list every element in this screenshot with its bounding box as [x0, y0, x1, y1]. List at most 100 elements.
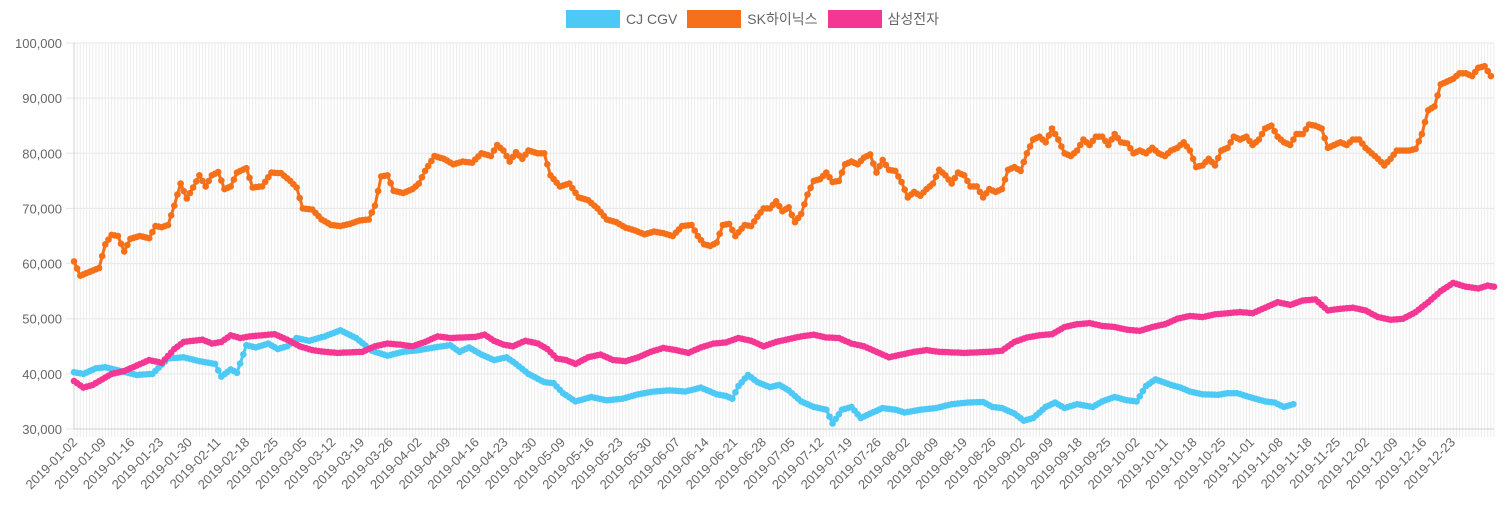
- data-point[interactable]: [804, 191, 811, 198]
- data-point[interactable]: [503, 152, 510, 160]
- data-point[interactable]: [1105, 141, 1112, 149]
- data-point[interactable]: [1421, 118, 1429, 126]
- data-point[interactable]: [236, 360, 244, 367]
- data-point[interactable]: [1127, 145, 1134, 152]
- data-point[interactable]: [716, 230, 723, 238]
- data-point[interactable]: [772, 198, 780, 205]
- data-point[interactable]: [713, 239, 720, 246]
- data-point[interactable]: [1211, 162, 1219, 169]
- data-point[interactable]: [1268, 122, 1275, 129]
- data-point[interactable]: [384, 172, 391, 179]
- data-point[interactable]: [1412, 145, 1419, 153]
- data-point[interactable]: [1431, 103, 1438, 110]
- data-point[interactable]: [826, 413, 833, 420]
- data-point[interactable]: [293, 184, 300, 191]
- data-point[interactable]: [387, 179, 394, 187]
- data-point[interactable]: [227, 183, 234, 190]
- data-point[interactable]: [1487, 72, 1495, 80]
- data-point[interactable]: [1042, 139, 1049, 146]
- legend-item-cj-cgv[interactable]: CJ CGV: [565, 9, 677, 29]
- data-point[interactable]: [506, 158, 513, 165]
- data-point[interactable]: [540, 150, 548, 157]
- data-point[interactable]: [826, 174, 833, 181]
- legend-item-samsung[interactable]: 삼성전자: [827, 9, 939, 29]
- data-point[interactable]: [1055, 136, 1062, 143]
- data-point[interactable]: [1481, 62, 1488, 70]
- data-point[interactable]: [1023, 150, 1031, 157]
- data-point[interactable]: [1076, 141, 1084, 149]
- data-point[interactable]: [171, 202, 178, 209]
- data-point[interactable]: [233, 369, 241, 377]
- data-point[interactable]: [973, 183, 981, 190]
- data-point[interactable]: [750, 218, 758, 225]
- data-point[interactable]: [105, 236, 112, 243]
- data-point[interactable]: [214, 367, 222, 374]
- data-point[interactable]: [729, 226, 736, 234]
- data-point[interactable]: [898, 178, 905, 186]
- data-point[interactable]: [747, 222, 755, 230]
- data-point[interactable]: [1133, 398, 1140, 405]
- data-point[interactable]: [688, 221, 695, 229]
- data-point[interactable]: [1227, 139, 1234, 146]
- data-point[interactable]: [424, 162, 432, 170]
- data-point[interactable]: [1321, 134, 1328, 142]
- data-point[interactable]: [211, 360, 219, 368]
- data-point[interactable]: [832, 415, 839, 423]
- data-point[interactable]: [929, 180, 937, 187]
- data-point[interactable]: [374, 187, 382, 195]
- data-point[interactable]: [196, 172, 203, 179]
- data-point[interactable]: [1415, 138, 1423, 145]
- data-point[interactable]: [1214, 154, 1222, 162]
- data-point[interactable]: [487, 152, 495, 160]
- data-point[interactable]: [1045, 132, 1053, 139]
- data-point[interactable]: [371, 202, 379, 209]
- data-point[interactable]: [214, 168, 222, 176]
- data-point[interactable]: [95, 264, 103, 272]
- data-point[interactable]: [199, 177, 206, 185]
- data-point[interactable]: [205, 177, 213, 185]
- data-point[interactable]: [183, 195, 191, 202]
- data-point[interactable]: [368, 209, 376, 216]
- data-point[interactable]: [1051, 130, 1059, 138]
- data-point[interactable]: [1302, 126, 1310, 133]
- data-point[interactable]: [202, 183, 209, 190]
- data-point[interactable]: [1058, 143, 1065, 150]
- data-point[interactable]: [265, 173, 272, 181]
- data-point[interactable]: [948, 180, 955, 187]
- data-point[interactable]: [124, 241, 131, 249]
- data-point[interactable]: [193, 178, 200, 185]
- data-point[interactable]: [895, 173, 902, 180]
- data-point[interactable]: [785, 204, 792, 211]
- data-point[interactable]: [117, 240, 125, 247]
- data-point[interactable]: [879, 156, 886, 164]
- data-point[interactable]: [729, 395, 736, 403]
- data-point[interactable]: [1286, 141, 1294, 149]
- data-point[interactable]: [145, 234, 153, 242]
- data-point[interactable]: [1290, 136, 1297, 143]
- data-point[interactable]: [243, 164, 250, 172]
- data-point[interactable]: [500, 147, 507, 154]
- data-point[interactable]: [776, 202, 783, 210]
- data-point[interactable]: [1434, 92, 1441, 99]
- data-point[interactable]: [365, 216, 373, 223]
- data-point[interactable]: [114, 232, 122, 240]
- data-point[interactable]: [1017, 167, 1024, 175]
- data-point[interactable]: [1001, 176, 1009, 183]
- data-point[interactable]: [544, 161, 551, 168]
- data-point[interactable]: [801, 201, 808, 208]
- data-point[interactable]: [901, 186, 908, 193]
- data-point[interactable]: [421, 167, 429, 175]
- data-point[interactable]: [1484, 67, 1491, 75]
- data-point[interactable]: [725, 220, 733, 228]
- data-point[interactable]: [1290, 400, 1297, 408]
- data-point[interactable]: [1224, 144, 1231, 152]
- data-point[interactable]: [218, 177, 225, 184]
- data-point[interactable]: [186, 189, 194, 197]
- data-point[interactable]: [823, 406, 830, 414]
- data-point[interactable]: [976, 188, 984, 196]
- data-point[interactable]: [823, 169, 830, 176]
- data-point[interactable]: [838, 169, 846, 176]
- data-point[interactable]: [240, 351, 247, 358]
- data-point[interactable]: [882, 161, 890, 169]
- data-point[interactable]: [876, 162, 883, 170]
